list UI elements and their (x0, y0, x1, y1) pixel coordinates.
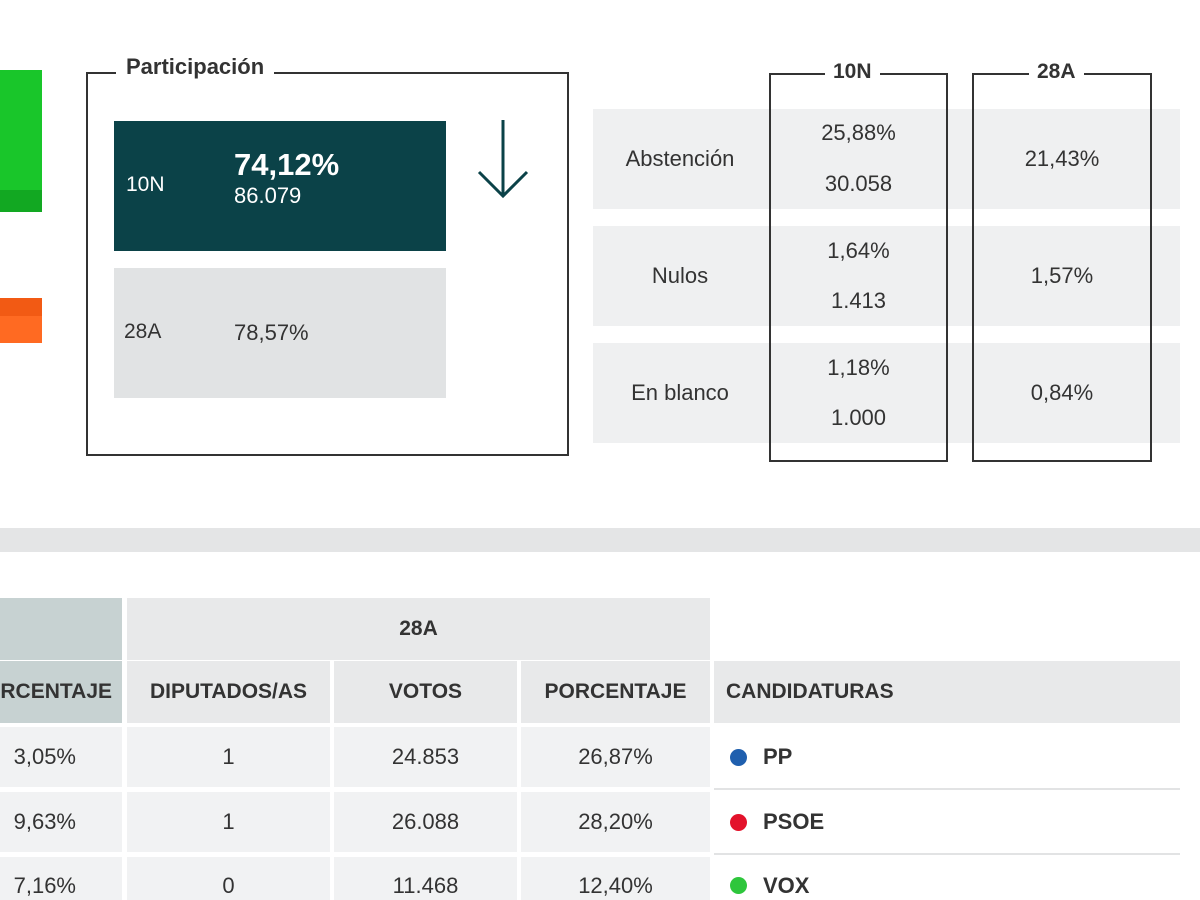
header-pct: PORCENTAJE (521, 661, 710, 723)
null-28a-pct: 1,57% (1030, 263, 1094, 288)
row-vox-candidate[interactable]: VOX (714, 857, 1180, 900)
col-28a-title: 28A (1029, 60, 1084, 84)
participation-box (86, 72, 569, 456)
arrow-down-icon (477, 120, 529, 199)
row-pp-pct-10n: 3,05% (0, 727, 122, 787)
vox-bar-partial (0, 70, 42, 212)
abstention-28a-pct: 21,43% (1024, 146, 1100, 171)
stat-row-null: Nulos (593, 226, 1180, 326)
col-10n-title: 10N (825, 60, 880, 84)
row-psoe-pct: 28,20% (521, 792, 710, 852)
row-pp-votes: 24.853 (334, 727, 517, 787)
party-name: PP (763, 744, 793, 769)
section-separator (0, 528, 1200, 552)
party-color-dot (730, 877, 747, 894)
party-name: PSOE (763, 809, 825, 834)
row-psoe-seats: 1 (127, 792, 330, 852)
party-color-dot (730, 748, 747, 766)
participation-10n-label: 10N (126, 173, 165, 196)
stat-row-abstention: Abstención (593, 109, 1180, 209)
blank-28a-pct: 0,84% (1030, 380, 1094, 405)
stat-label: Abstención (625, 146, 735, 171)
row-divider (714, 853, 1180, 855)
abstention-10n-pct: 25,88% (821, 120, 896, 145)
participation-10n-card: 10N 74,12% 86.079 (114, 121, 446, 251)
row-vox-pct: 12,40% (521, 857, 710, 900)
header-pct-10n: RCENTAJE (0, 661, 122, 723)
header-seats: DIPUTADOS/AS (127, 661, 330, 723)
abstention-10n-votes: 30.058 (824, 171, 893, 196)
stat-label: Nulos (651, 263, 709, 288)
row-divider (714, 788, 1180, 790)
group-28a-header: 28A (127, 598, 710, 660)
participation-28a-percent: 78,57% (234, 320, 309, 345)
vox-bar-shade (0, 190, 42, 212)
null-10n-votes: 1.413 (830, 288, 887, 313)
participation-10n-percent: 74,12% (234, 147, 340, 182)
stat-label: En blanco (631, 380, 729, 405)
row-vox-votes: 11.468 (334, 857, 517, 900)
row-vox-seats: 0 (127, 857, 330, 900)
row-pp-pct: 26,87% (521, 727, 710, 787)
row-pp-candidate[interactable]: PP (714, 727, 1180, 787)
null-10n-pct: 1,64% (827, 238, 890, 263)
row-psoe-candidate[interactable]: PSOE (714, 792, 1180, 852)
participation-28a-label: 28A (124, 320, 162, 343)
party-name: VOX (763, 872, 810, 898)
row-pp-seats: 1 (127, 727, 330, 787)
row-psoe-votes: 26.088 (334, 792, 517, 852)
participation-28a-card: 28A 78,57% (114, 268, 446, 398)
header-votes: VOTOS (334, 661, 517, 723)
header-candidates: CANDIDATURAS (714, 661, 1180, 723)
blank-10n-pct: 1,18% (827, 355, 890, 380)
row-psoe-pct-10n: 9,63% (0, 792, 122, 852)
cs-bar-shade (0, 298, 42, 316)
blank-10n-votes: 1.000 (830, 405, 887, 430)
group-10n-header (0, 598, 122, 660)
participation-title: Participación (116, 54, 275, 80)
party-color-dot (730, 813, 747, 831)
row-vox-pct-10n: 7,16% (0, 857, 122, 900)
participation-10n-votes: 86.079 (234, 183, 302, 208)
stat-row-blank: En blanco (593, 343, 1180, 443)
